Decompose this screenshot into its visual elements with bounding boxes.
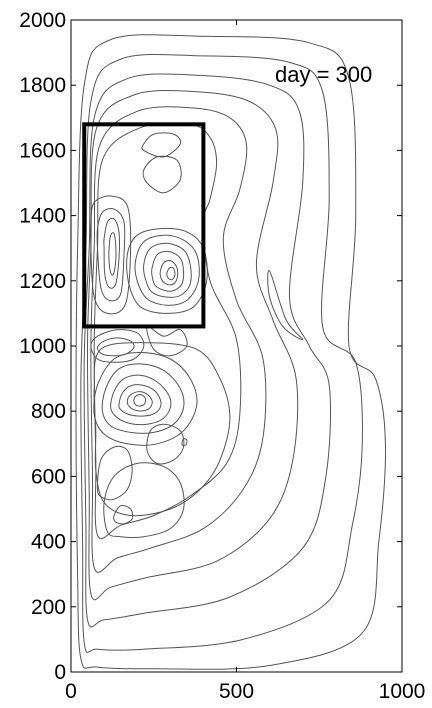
contour-line (93, 122, 242, 540)
contour-line (86, 89, 299, 601)
contour-line (142, 155, 182, 194)
contour-line (93, 351, 198, 446)
contour-line (159, 259, 179, 286)
contour-line (93, 342, 231, 517)
x-tick-label: 0 (65, 680, 77, 703)
contour-line (181, 438, 188, 446)
contour-line (134, 234, 200, 306)
contour-line (101, 363, 185, 434)
y-tick-label: 600 (31, 465, 66, 488)
contour-line (90, 106, 267, 573)
contour-line (96, 445, 133, 501)
contour-line (96, 207, 126, 302)
contour-line (151, 250, 185, 292)
contour-line (141, 132, 182, 158)
contour-line (103, 217, 120, 289)
y-tick-label: 0 (54, 661, 66, 684)
contour-line (118, 384, 162, 417)
y-tick-label: 1800 (19, 74, 66, 97)
contour-line (113, 504, 134, 525)
x-axis: 0 500 1000 (65, 20, 425, 703)
contour-line (108, 232, 117, 276)
contour-line (90, 329, 145, 363)
contour-line (133, 394, 147, 407)
y-tick-label: 1600 (19, 139, 66, 162)
y-tick-label: 1400 (19, 205, 66, 228)
day-annotation: day = 300 (275, 62, 372, 87)
x-tick-label: 500 (219, 680, 254, 703)
highlight-box (82, 122, 206, 329)
contour-line (89, 195, 132, 315)
contour-line (146, 423, 185, 465)
plot-background (71, 20, 402, 672)
contour-line (166, 266, 176, 281)
contour-line (103, 462, 185, 539)
contour-line (267, 270, 304, 341)
x-tick-label: 1000 (379, 680, 426, 703)
contour-line (126, 391, 153, 412)
y-tick-label: 1000 (19, 335, 66, 358)
contour-line (75, 34, 386, 670)
contour-line (96, 337, 135, 357)
y-tick-label: 1200 (19, 270, 66, 293)
y-axis: 0 200 400 600 800 1000 1200 1400 1600 1800 2000 (19, 9, 402, 684)
y-tick-label: 400 (31, 531, 66, 554)
y-tick-label: 800 (31, 400, 66, 423)
y-tick-label: 200 (31, 596, 66, 619)
contour-line (126, 227, 208, 314)
contour-line (110, 374, 172, 426)
contour-lines (75, 34, 386, 670)
contour-line (83, 73, 332, 628)
y-tick-label: 2000 (19, 9, 66, 32)
contour-line (143, 242, 192, 298)
